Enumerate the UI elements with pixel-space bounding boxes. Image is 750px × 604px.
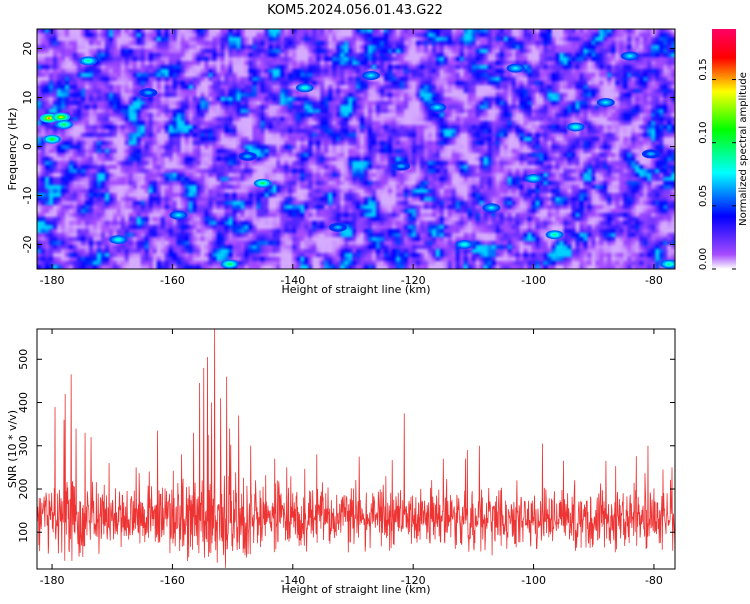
colorbar-tick-label: 0.15 (698, 58, 709, 80)
y-tick-label: -10 (21, 187, 34, 205)
colorbar-tick-label: 0.10 (698, 122, 709, 144)
colorbar: 0.00 0.05 0.10 0.15 Normalized spectral amp… (698, 29, 749, 270)
figure-title: KOM5.2024.056.01.43.G22 (267, 3, 443, 18)
y-tick-label: 20 (21, 42, 34, 56)
y-tick-label: 200 (17, 479, 30, 500)
spectrogram-hotspot (524, 173, 543, 183)
spectrogram-hotspot (641, 149, 660, 159)
y-tick-label: 300 (17, 435, 30, 456)
snr-panel: -180 -160 -140 -120 -100 -80 100200300400500 … (6, 328, 676, 596)
snr-series-line (37, 329, 675, 568)
spectrogram-panel: -180 -160 -140 -120 -100 -80 20 10 0 -10 -20 Heig… (6, 28, 676, 296)
x-tick-label: -160 (160, 574, 185, 587)
snr-frame (36, 328, 676, 570)
x-tick-label: -180 (40, 274, 65, 287)
spectrogram-y-axis-label: Frequency (Hz) (6, 108, 19, 191)
spectrogram-hotspot (545, 230, 564, 240)
spectrogram-hotspot (482, 203, 501, 213)
x-tick-label: -160 (160, 274, 185, 287)
y-tick-label: -20 (21, 236, 34, 254)
colorbar-ticks: 0.00 0.05 0.10 0.15 (698, 58, 736, 270)
colorbar-tick-label: 0.00 (698, 248, 709, 270)
spectrogram-hotspot (139, 88, 158, 98)
y-tick-label: 400 (17, 392, 30, 413)
spectrogram-hotspot (566, 122, 585, 132)
y-tick-label: 10 (21, 91, 34, 105)
spectrogram-x-axis-label: Height of straight line (km) (281, 283, 430, 296)
x-tick-label: -120 (401, 274, 426, 287)
x-tick-label: -140 (280, 574, 305, 587)
spectrogram-hotspots (40, 51, 675, 269)
snr-y-axis-label: SNR (10 * v/v) (6, 410, 19, 488)
colorbar-label: Normalized spectral amplitude (738, 72, 749, 226)
x-tick-label: -80 (645, 274, 663, 287)
x-tick-label: -100 (521, 274, 546, 287)
colorbar-gradient (712, 29, 736, 269)
spectrogram-hotspot (238, 151, 257, 161)
snr-x-ticks: -180 -160 -140 -120 -100 -80 (40, 329, 663, 587)
snr-y-ticks: 100 200 300 400 500 (17, 349, 675, 543)
spectrogram-hotspot (659, 259, 675, 269)
x-tick-label: -180 (40, 574, 65, 587)
x-tick-label: -100 (521, 574, 546, 587)
spectrogram-y-ticks: 20 10 0 -10 -20 (21, 42, 675, 254)
spectrogram-x-ticks: -180 -160 -140 -120 -100 -80 (40, 29, 663, 287)
spectrogram-hotspot (220, 259, 239, 269)
spectrogram-hotspot (295, 83, 314, 93)
spectrogram-hotspot (328, 222, 347, 232)
spectrogram-hotspot (596, 97, 615, 107)
snr-x-axis-label: Height of straight line (km) (281, 583, 430, 596)
spectrogram-hotspot (55, 120, 74, 130)
y-tick-label: 100 (17, 522, 30, 543)
colorbar-tick-label: 0.05 (698, 185, 709, 207)
spectrogram-hotspot (79, 56, 98, 66)
y-tick-label: 0 (21, 143, 34, 150)
spectrogram-hotspot (620, 51, 639, 61)
spectrogram-hotspot (455, 240, 474, 250)
spectrogram-hotspot (362, 71, 381, 81)
x-tick-label: -120 (401, 574, 426, 587)
spectrogram-hotspot (169, 210, 188, 220)
spectrogram-hotspot (43, 134, 62, 144)
x-tick-label: -80 (645, 574, 663, 587)
spectrogram-hotspot (253, 178, 272, 188)
x-tick-label: -140 (280, 274, 305, 287)
spectrogram-hotspot (506, 63, 525, 73)
spectrogram-hotspot (428, 102, 447, 112)
y-tick-label: 500 (17, 349, 30, 370)
spectrogram-image (37, 29, 675, 269)
spectrogram-hotspot (52, 112, 71, 122)
spectrogram-hotspot (109, 235, 128, 245)
spectrogram-frame (36, 28, 676, 270)
spectrogram-hotspot (392, 161, 411, 171)
